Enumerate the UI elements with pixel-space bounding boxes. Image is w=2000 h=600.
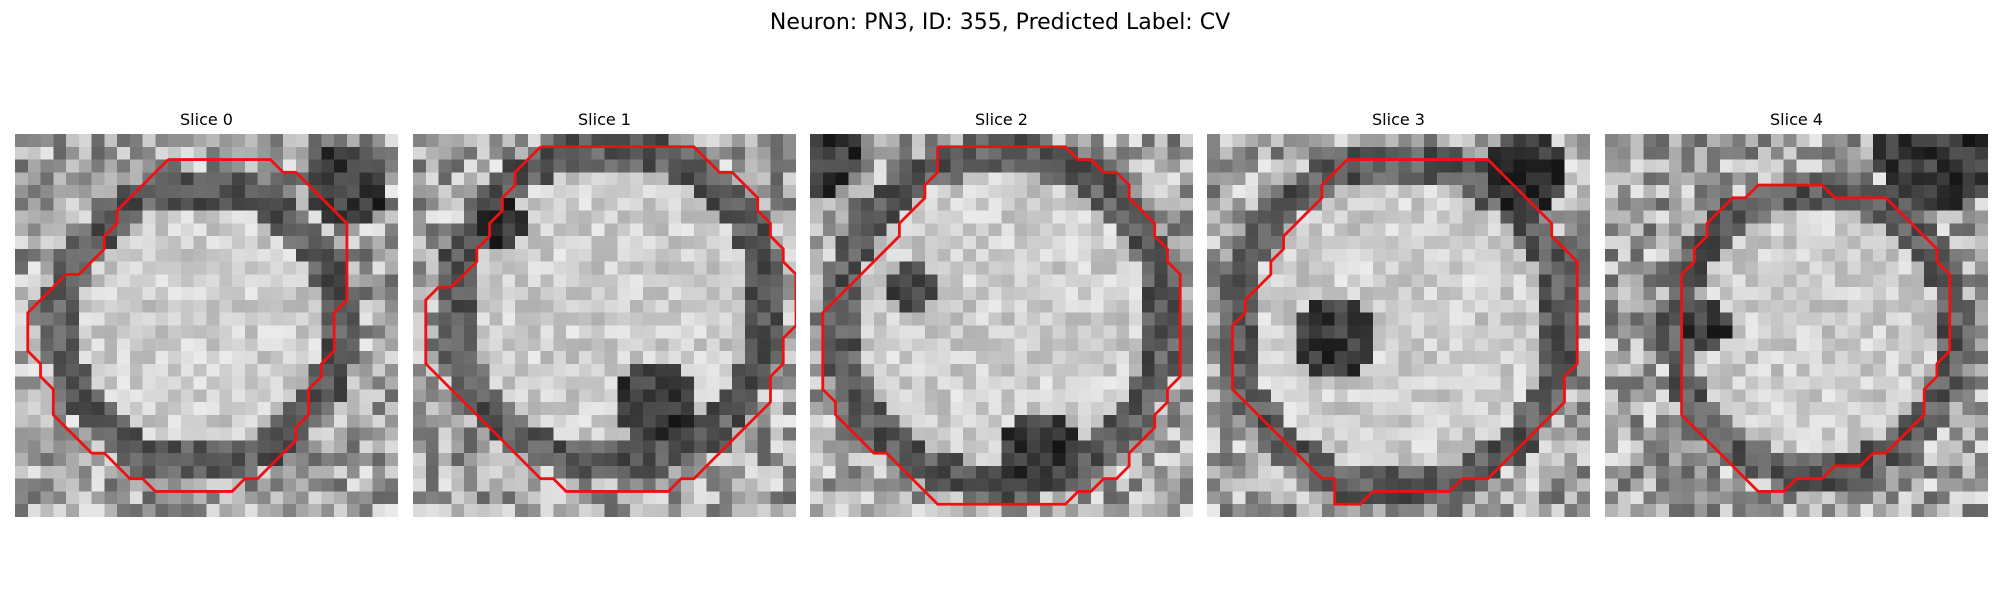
slice-0-title: Slice 0 [180, 110, 233, 129]
slice-1-image [413, 134, 796, 517]
slice-1-title: Slice 1 [578, 110, 631, 129]
slice-4-pixel-grid [1605, 134, 1988, 517]
slice-3-pixel-grid [1207, 134, 1590, 517]
slice-0-image [15, 134, 398, 517]
slice-2-image [810, 134, 1193, 517]
slice-4-contour [1680, 183, 1952, 493]
slice-2-title: Slice 2 [975, 110, 1028, 129]
slice-0-pixel-grid [15, 134, 398, 517]
slice-0-contour [26, 158, 349, 493]
slice-4-title: Slice 4 [1770, 110, 1823, 129]
slice-2-contour [821, 145, 1182, 506]
slice-2-pixel-grid [810, 134, 1193, 517]
slice-4-image [1605, 134, 1988, 517]
figure-title: Neuron: PN3, ID: 355, Predicted Label: C… [769, 10, 1231, 35]
slice-3-title: Slice 3 [1372, 110, 1425, 129]
slice-3-contour [1231, 158, 1579, 506]
slice-3-image [1207, 134, 1590, 517]
slice-1-contour [424, 145, 796, 493]
slice-1-pixel-grid [413, 134, 796, 517]
